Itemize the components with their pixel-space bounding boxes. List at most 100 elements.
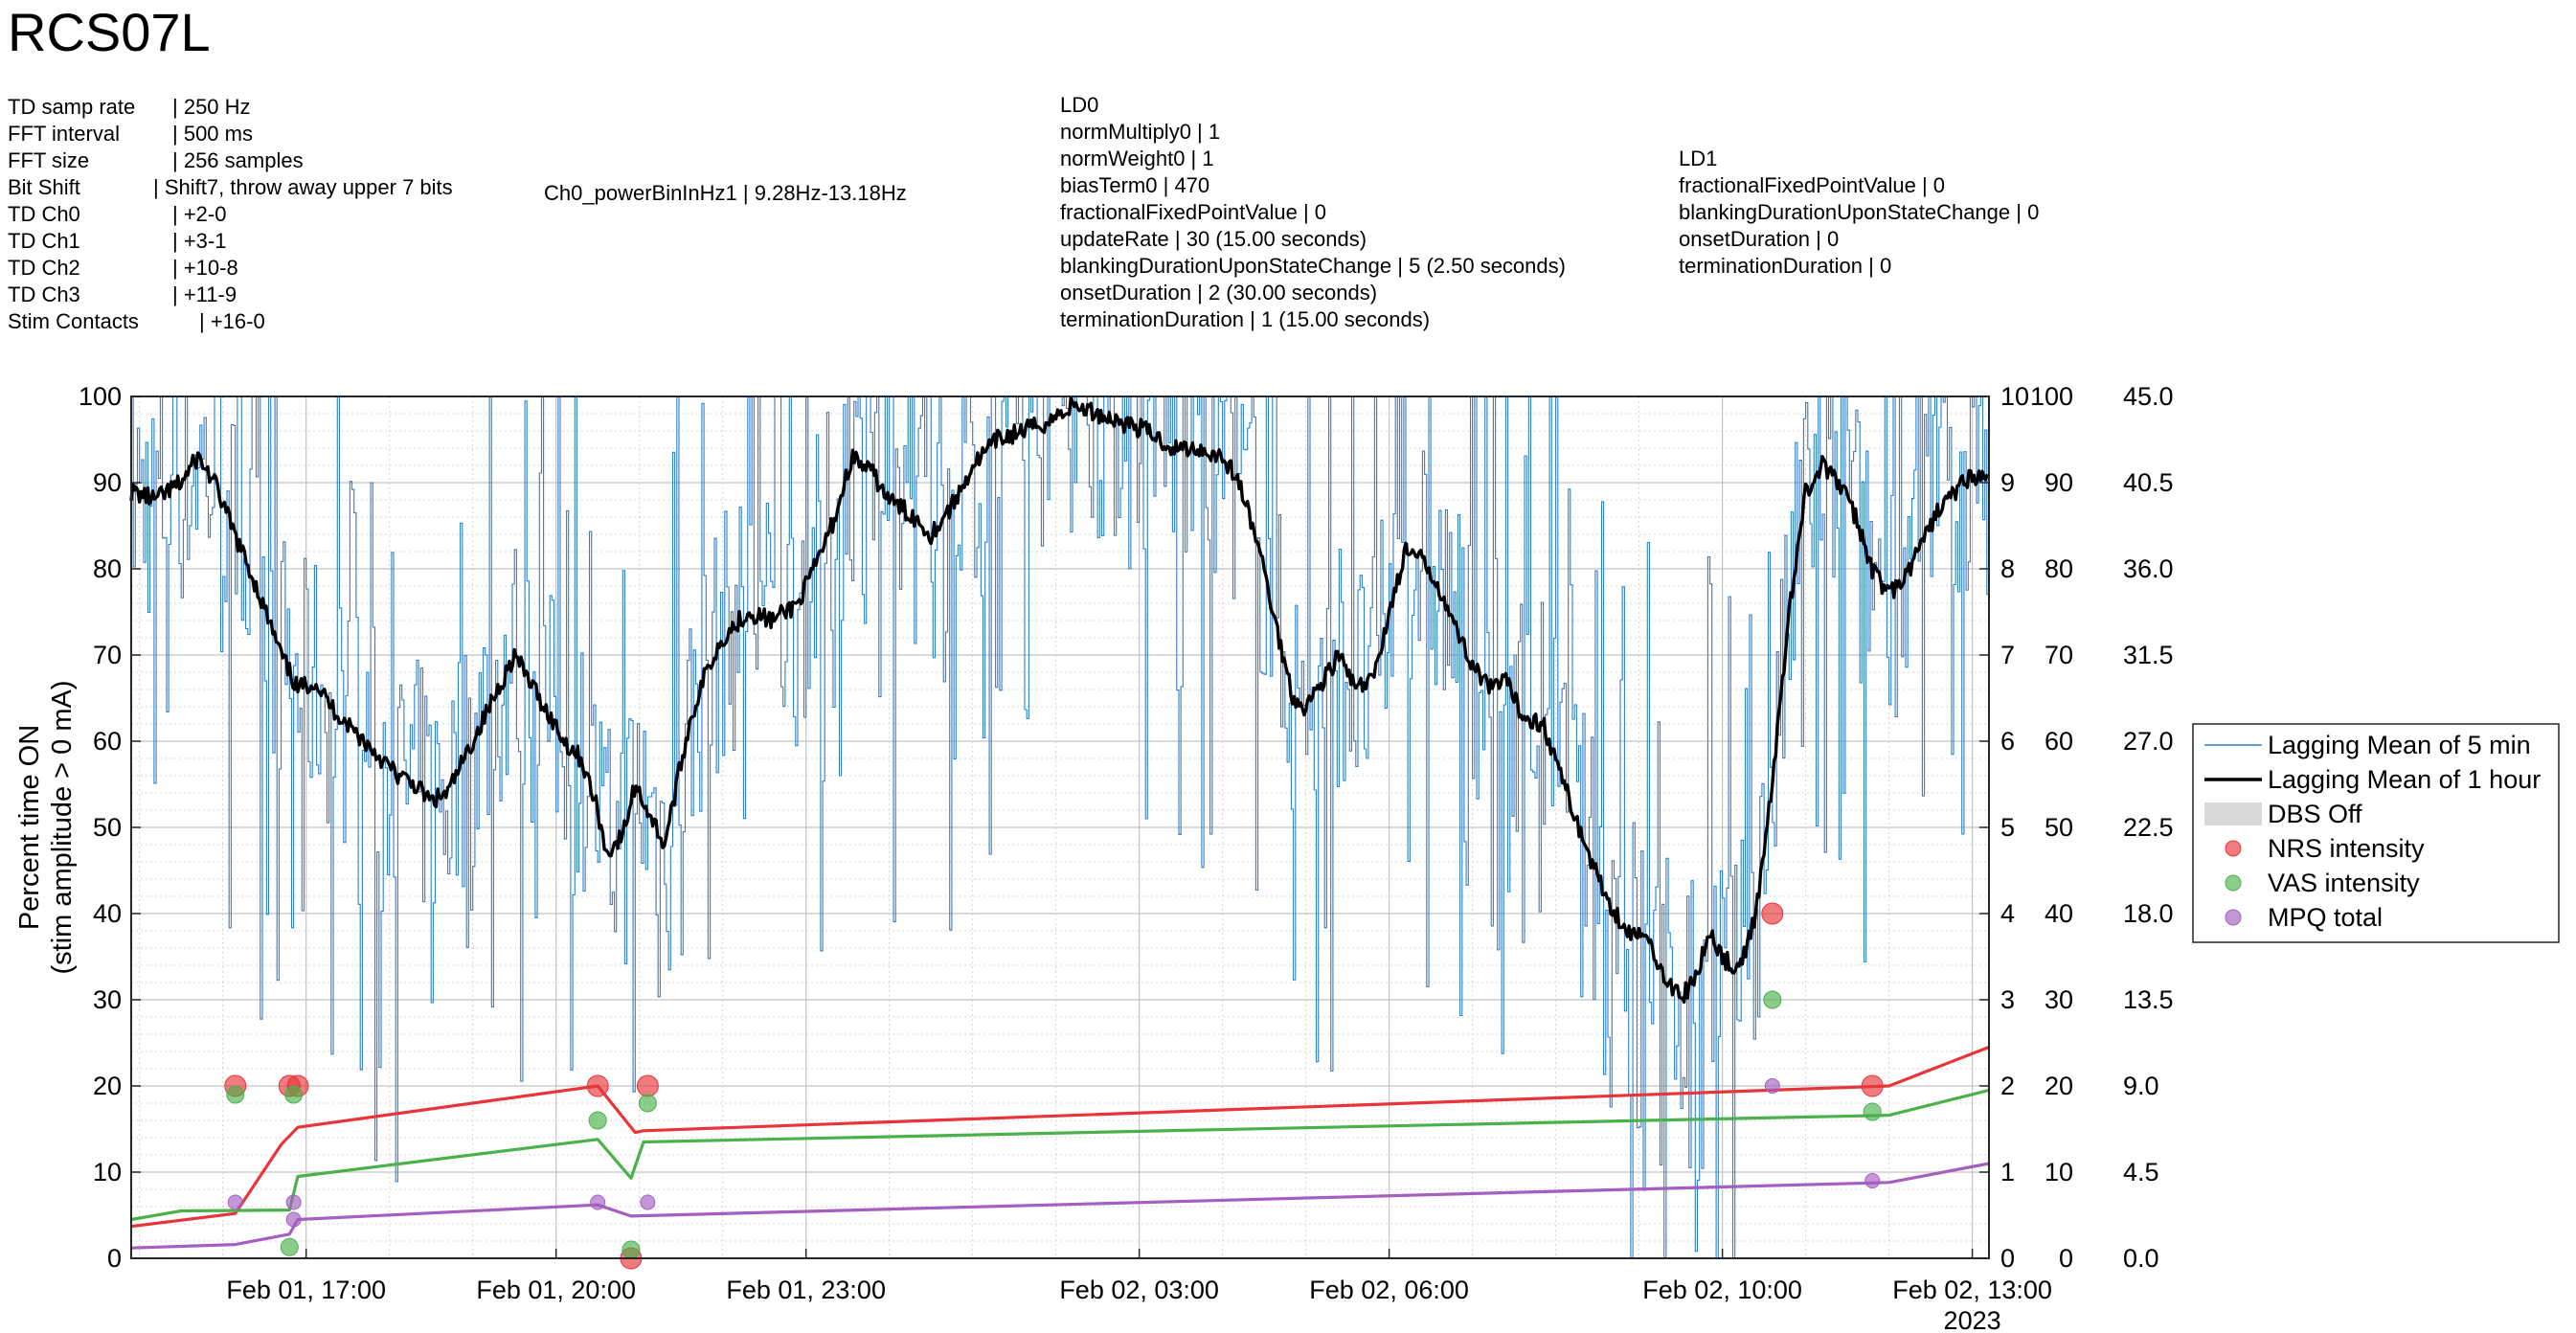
right-tick-label: 0	[2000, 1244, 2015, 1273]
mpq-total-marker	[590, 1194, 606, 1210]
ld0-title: LD0	[1060, 93, 1099, 117]
y-tick-label: 90	[93, 468, 122, 497]
mpq-total-line	[130, 1162, 1990, 1250]
y-axis-label: Percent time ON(stim amplitude > 0 mA)	[14, 680, 78, 974]
ld1-param-value: 0	[1932, 173, 1946, 197]
td-setting-value: +16-0	[210, 309, 265, 333]
ld0-param-row: biasTerm0 | 470	[1060, 173, 1210, 197]
legend: Lagging Mean of 5 min Lagging Mean of 1 h…	[2192, 723, 2560, 943]
right-tick-label: 0.0	[2123, 1244, 2159, 1273]
right-tick-label: 9.0	[2123, 1072, 2159, 1100]
y-tick-label: 80	[93, 554, 122, 583]
x-tick-label: Feb 02, 03:00	[1059, 1276, 1219, 1304]
ld1-param-row: onsetDuration | 0	[1679, 227, 1840, 251]
dbs-off-legend-label: DBS Off	[2268, 800, 2362, 828]
y-tick-label: 40	[93, 899, 122, 928]
lagging-mean-of-5-min-legend-label: Lagging Mean of 5 min	[2268, 731, 2531, 759]
mpq-total-marker	[285, 1211, 302, 1228]
td-setting-key: TD samp rate	[8, 95, 136, 119]
ld0-param-row: normMultiply0 | 1	[1060, 120, 1221, 144]
td-setting-row: TD Ch1 | +3-1	[8, 229, 227, 253]
td-setting-key: TD Ch2	[8, 256, 80, 280]
td-setting-row: TD Ch0 | +2-0	[8, 202, 227, 226]
ld0-param-row: onsetDuration | 2 (30.00 seconds)	[1060, 281, 1378, 305]
vas-intensity-legend-swatch	[2225, 874, 2242, 892]
td-setting-row: TD Ch3 | +11-9	[8, 282, 237, 306]
y-tick-label: 50	[93, 813, 122, 842]
nrs-intensity-legend-label: NRS intensity	[2268, 834, 2425, 863]
td-setting-row: Bit Shift | Shift7, throw away upper 7 bi…	[8, 175, 453, 199]
td-setting-value: +2-0	[183, 202, 227, 226]
ld1-param-key: blankingDurationUponStateChange	[1679, 200, 2011, 224]
right-tick-label: 50	[2045, 813, 2073, 842]
td-settings-block: TD samp rate | 250 Hz FFT interval | 500 ms…	[8, 94, 453, 335]
ld1-param-key: terminationDuration	[1679, 254, 1863, 278]
mpq-total-legend-label: MPQ total	[2268, 903, 2383, 932]
mpq-total-marker	[1864, 1173, 1881, 1188]
right-tick-label: 10	[2045, 1158, 2073, 1186]
ld0-param-key: normWeight0	[1060, 147, 1186, 170]
ld1-param-value: 0	[2027, 200, 2040, 224]
td-setting-value: +11-9	[183, 282, 237, 306]
nrs-intensity-marker	[636, 1074, 659, 1097]
td-setting-value: 256 samples	[183, 148, 304, 172]
td-setting-key: Stim Contacts	[8, 309, 139, 333]
y-tick-label: 70	[93, 641, 122, 669]
ld0-param-key: updateRate	[1060, 227, 1169, 251]
right-tick-label: 31.5	[2123, 641, 2174, 669]
ld0-param-value: 2 (30.00 seconds)	[1208, 281, 1378, 305]
ld0-param-key: terminationDuration	[1060, 307, 1244, 331]
vas-intensity-marker	[226, 1085, 245, 1104]
ld0-param-key: normMultiply0	[1060, 120, 1191, 144]
y-tick-label: 30	[93, 985, 122, 1014]
mpq-total-marker	[285, 1194, 302, 1210]
ld1-block: LD1 fractionalFixedPointValue | 0 blankin…	[1679, 146, 2039, 280]
td-setting-key: FFT interval	[8, 122, 120, 146]
vas-intensity-marker	[621, 1240, 641, 1259]
nrs-intensity-marker	[1861, 1074, 1884, 1097]
td-setting-row: TD Ch2 | +10-8	[8, 256, 238, 280]
nrs-intensity-marker	[1761, 902, 1784, 925]
ld1-title: LD1	[1679, 147, 1718, 170]
td-setting-value: 250 Hz	[183, 95, 251, 119]
y-axis-label-line: Percent time ON	[14, 725, 45, 930]
mpq-total-marker	[640, 1194, 656, 1210]
ld1-rows: fractionalFixedPointValue | 0 blankingDur…	[1679, 172, 2039, 280]
dbs-off-legend-swatch	[2204, 802, 2262, 825]
td-setting-row: Stim Contacts | +16-0	[8, 309, 265, 333]
x-tick-label: Feb 02, 10:00	[1642, 1276, 1802, 1304]
right-tick-label: 10	[2000, 382, 2029, 411]
ld0-param-row: blankingDurationUponStateChange | 5 (2.5…	[1060, 254, 1566, 278]
nrs-intensity-line	[130, 1046, 1990, 1229]
power-bin-row: Ch0_powerBinInHz1 | 9.28Hz-13.18Hz	[544, 181, 907, 205]
ld0-param-value: 470	[1174, 173, 1210, 197]
right-tick-label: 80	[2045, 554, 2073, 583]
td-setting-key: TD Ch3	[8, 282, 80, 306]
right-tick-label: 8	[2000, 554, 2015, 583]
legend-box	[2192, 723, 2560, 943]
ld1-param-key: onsetDuration	[1679, 227, 1810, 251]
td-setting-row: FFT interval | 500 ms	[8, 122, 253, 146]
right-tick-label: 90	[2045, 468, 2073, 497]
ld0-param-row: normWeight0 | 1	[1060, 147, 1214, 170]
right-tick-label: 9	[2000, 468, 2015, 497]
y-tick-label: 10	[93, 1158, 122, 1186]
mpq-total-legend-swatch	[2225, 909, 2242, 926]
right-tick-label: 4.5	[2123, 1158, 2159, 1186]
td-setting-value: Shift7, throw away upper 7 bits	[164, 175, 453, 199]
y-tick-label: 0	[107, 1244, 122, 1273]
mpq-total-marker	[1764, 1078, 1780, 1094]
right-tick-label: 100	[2030, 382, 2073, 411]
right-tick-label: 60	[2045, 727, 2073, 756]
ld0-rows: normMultiply0 | 1 normWeight0 | 1 biasTerm…	[1060, 119, 1566, 333]
right-tick-label: 40	[2045, 899, 2073, 928]
vas-intensity-marker	[1763, 990, 1782, 1009]
vas-intensity-line	[130, 1088, 1990, 1222]
right-tick-label: 22.5	[2123, 813, 2174, 842]
right-tick-label: 0	[2059, 1244, 2073, 1273]
vas-intensity-legend-label: VAS intensity	[2268, 869, 2420, 897]
ld1-param-value: 0	[1826, 227, 1840, 251]
right-tick-label: 6	[2000, 727, 2015, 756]
ld0-param-row: terminationDuration | 1 (15.00 seconds)	[1060, 307, 1431, 331]
